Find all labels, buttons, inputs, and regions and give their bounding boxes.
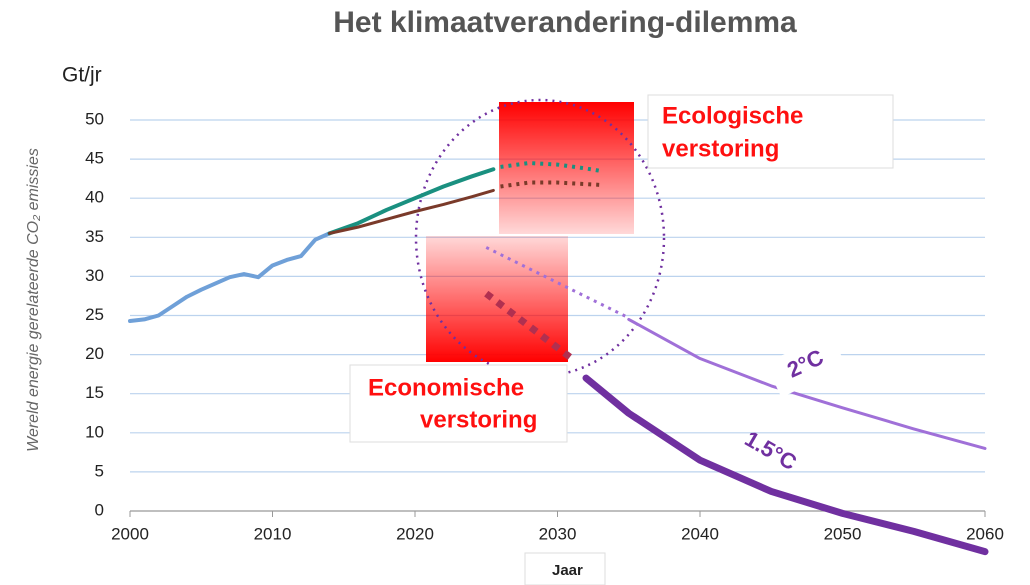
x-tick-label: 2020: [396, 524, 434, 543]
x-tick-label: 2030: [539, 524, 577, 543]
y-tick-label: 30: [85, 266, 104, 285]
chart-title: Het klimaatverandering-dilemma: [333, 6, 797, 39]
series-line: [484, 290, 574, 362]
label-box: [765, 332, 847, 398]
x-label-box: [524, 552, 606, 585]
series-line: [500, 161, 601, 173]
annotation: verstoring: [420, 406, 537, 433]
annotation-box: [647, 94, 894, 169]
x-tick-label: 2060: [966, 524, 1004, 543]
annotation: verstoring: [662, 135, 779, 162]
y-unit: Gt/jr: [62, 64, 102, 87]
y-tick-label: 0: [95, 500, 104, 519]
x-tick-label: 2010: [254, 524, 292, 543]
y-tick-label: 40: [85, 188, 104, 207]
y-tick-label: 5: [95, 461, 104, 480]
y-tick-label: 35: [85, 227, 104, 246]
series-line: [485, 246, 630, 320]
x-tick-label: 2050: [824, 524, 862, 543]
annotation-box: [349, 364, 568, 443]
series-line: [627, 317, 987, 450]
annotation: Economische: [368, 374, 524, 401]
y-tick-label: 50: [85, 109, 104, 128]
x-tick-label: 2000: [111, 524, 149, 543]
y-tick-label: 45: [85, 149, 104, 168]
x-axis-label: Jaar: [552, 562, 583, 579]
annotation: Ecologische: [662, 102, 803, 129]
series-line: [128, 231, 332, 323]
y-tick-label: 15: [85, 383, 104, 402]
y-axis-label: Wereld energie gerelateerde CO₂ emissies: [25, 148, 42, 452]
series-line: [582, 374, 989, 556]
y-tick-label: 10: [85, 422, 104, 441]
risk-zone: [426, 236, 568, 362]
risk-zone: [499, 102, 634, 234]
y-tick-label: 25: [85, 305, 104, 324]
x-tick-label: 2040: [681, 524, 719, 543]
series-line: [328, 188, 495, 235]
series-line: [327, 167, 496, 236]
dilemma-circle: [414, 98, 666, 378]
y-tick-label: 20: [85, 344, 104, 363]
